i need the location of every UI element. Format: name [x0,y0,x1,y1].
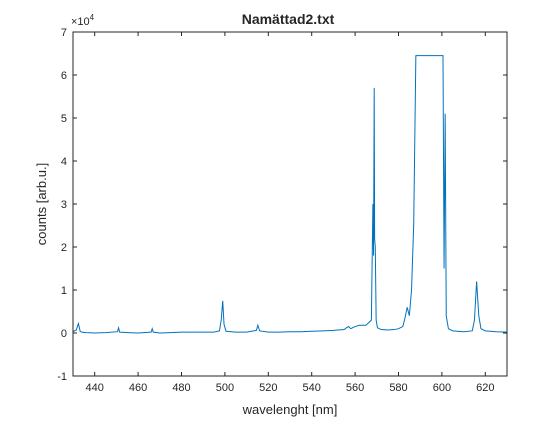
x-tick-label: 440 [86,382,104,394]
y-exponent-label: ×104 [71,13,95,28]
plot-area [73,32,507,376]
y-tick-label: 4 [61,156,67,168]
y-tick-label: 1 [61,285,67,297]
series-line [72,55,508,334]
y-tick-label: -1 [57,371,67,383]
y-tick-label: 0 [61,328,67,340]
x-tick-label: 540 [303,382,321,394]
axes-box [72,31,508,377]
x-tick-label: 620 [476,382,494,394]
x-tick-label: 460 [129,382,147,394]
x-tick-label: 580 [389,382,407,394]
y-exponent-power: 4 [90,13,95,22]
x-tick-label: 500 [216,382,234,394]
y-tick-label: 2 [61,242,67,254]
y-tick-label: 6 [61,70,67,82]
x-axis-label: wavelenght [nm] [242,402,338,417]
x-axis: 440 460 480 500 520 540 560 580 600 620 [86,32,494,394]
x-tick-label: 520 [259,382,277,394]
x-tick-label: 560 [346,382,364,394]
y-axis-label: counts [arb.u.] [34,163,49,245]
x-tick-label: 600 [433,382,451,394]
chart-title: Namättad2.txt [242,11,335,27]
x-tick-label: 480 [172,382,190,394]
y-tick-label: 5 [61,113,67,125]
y-tick-label: 3 [61,199,67,211]
y-tick-label: 7 [61,27,67,39]
